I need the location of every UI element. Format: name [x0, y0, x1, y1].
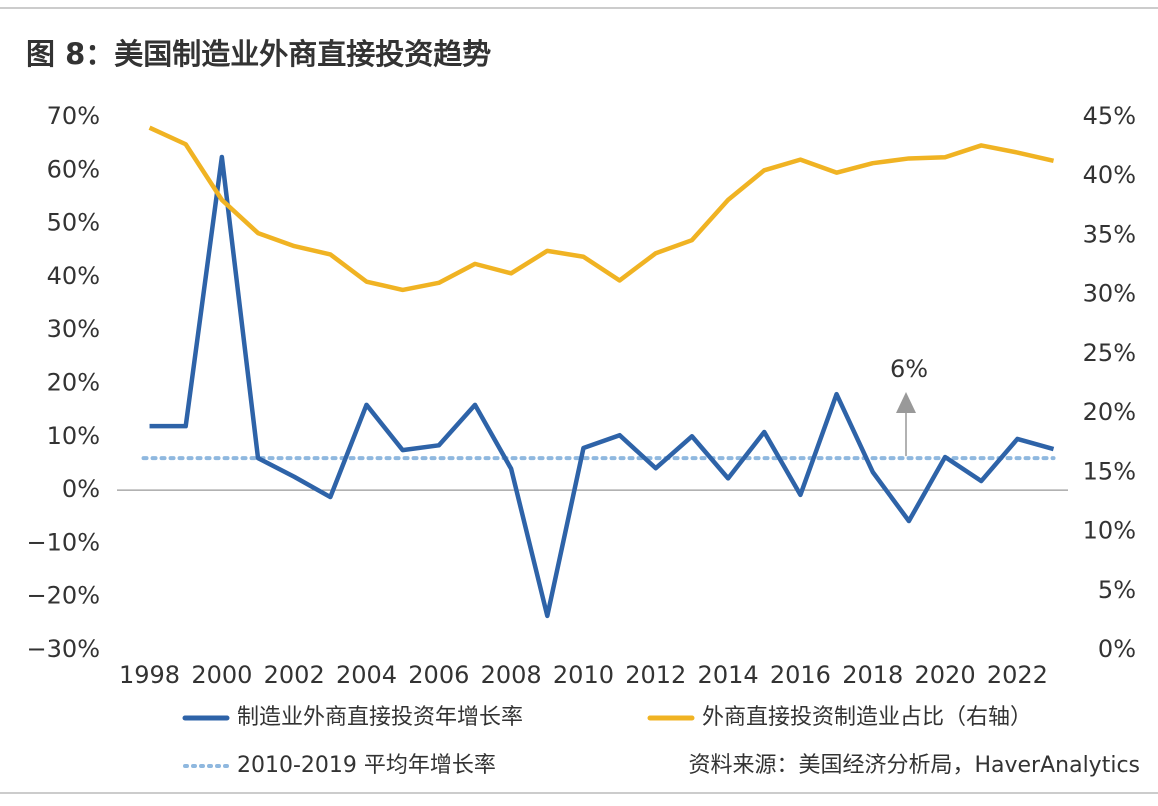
- y-tick-label: 60%: [47, 155, 100, 183]
- series-line: [148, 125, 1055, 293]
- x-tick-label: 2018: [842, 661, 903, 689]
- y-tick-label: −20%: [27, 582, 100, 610]
- y2-tick-label: 0%: [1098, 635, 1136, 663]
- x-tick-label: 1998: [119, 661, 180, 689]
- y-tick-label: 50%: [47, 209, 100, 237]
- y-tick-label: 30%: [47, 315, 100, 343]
- y2-tick-label: 20%: [1083, 398, 1136, 426]
- series-line: [149, 154, 1055, 619]
- x-tick-label: 2004: [336, 661, 397, 689]
- y2-tick-label: 25%: [1083, 339, 1136, 367]
- legend-label: 制造业外商直接投资年增长率: [237, 705, 523, 730]
- y-tick-label: 70%: [47, 102, 100, 130]
- y-tick-label: 40%: [47, 262, 100, 290]
- y2-tick-label: 45%: [1083, 102, 1136, 130]
- source: 资料来源：美国经济分析局，HaverAnalytics: [688, 753, 1140, 778]
- legend-label: 外商直接投资制造业占比（右轴）: [702, 705, 1032, 730]
- y2-tick-label: 5%: [1098, 576, 1136, 604]
- y-tick-label: 10%: [47, 422, 100, 450]
- chart-title: 图 8：美国制造业外商直接投资趋势: [26, 37, 491, 71]
- x-tick-label: 2022: [987, 661, 1048, 689]
- y2-tick-label: 30%: [1083, 280, 1136, 308]
- x-tick-label: 2006: [408, 661, 469, 689]
- y-tick-label: 20%: [47, 369, 100, 397]
- x-tick-label: 2020: [915, 661, 976, 689]
- y-tick-label: −30%: [27, 635, 100, 663]
- x-tick-label: 2016: [770, 661, 831, 689]
- y-tick-label: −10%: [27, 528, 100, 556]
- annotation-arrowhead: [896, 392, 916, 413]
- x-tick-label: 2010: [553, 661, 614, 689]
- x-tick-label: 2012: [625, 661, 686, 689]
- x-tick-label: 2014: [698, 661, 759, 689]
- y2-tick-label: 40%: [1083, 161, 1136, 189]
- x-tick-label: 2002: [264, 661, 325, 689]
- x-tick-label: 2000: [191, 661, 252, 689]
- annotation: 6%: [890, 355, 928, 383]
- y2-tick-label: 15%: [1083, 457, 1136, 485]
- y-tick-label: 0%: [62, 475, 100, 503]
- y2-tick-label: 10%: [1083, 517, 1136, 545]
- y2-tick-label: 35%: [1083, 220, 1136, 248]
- x-tick-label: 2008: [481, 661, 542, 689]
- legend-label: 2010-2019 平均年增长率: [237, 753, 496, 778]
